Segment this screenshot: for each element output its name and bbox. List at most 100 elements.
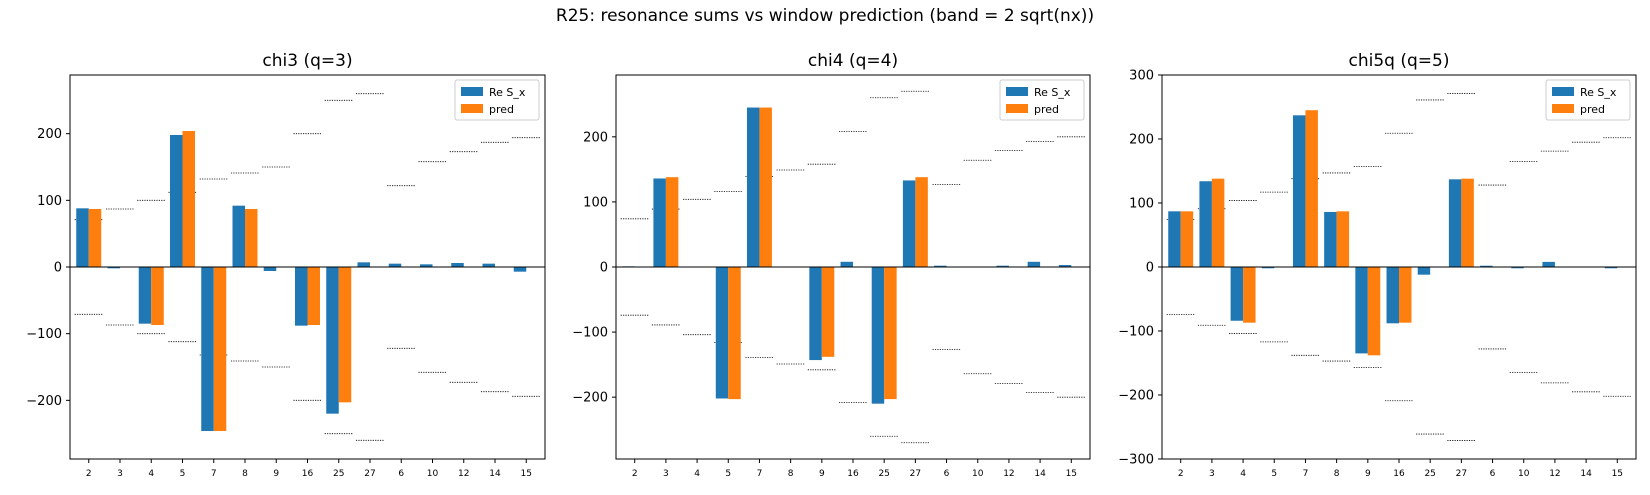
y-tick-label: −200 (1118, 389, 1154, 404)
x-tick-label: 7 (1303, 469, 1309, 479)
y-tick-label: 200 (583, 130, 608, 145)
legend-swatch-re (461, 87, 483, 96)
bar-re-sx (170, 135, 183, 267)
bar-re-sx (1168, 211, 1181, 267)
bar-re-sx (1058, 265, 1072, 267)
bar-pred (151, 267, 164, 325)
legend-label-re: Re S_x (489, 86, 526, 99)
bar-re-sx (1355, 267, 1368, 354)
y-tick-label: −100 (572, 326, 608, 341)
x-tick-label: 6 (398, 469, 404, 479)
bar-re-sx (1448, 179, 1462, 267)
legend-label-re: Re S_x (1580, 86, 1617, 99)
chart-panel-1: chi3 (q=3) −200 −100 0 100 200 2 3 4 5 7 8 9 16 25 27 6 1… (26, 51, 546, 479)
bar-re-sx (1386, 267, 1399, 324)
x-tick-label: 10 (1518, 469, 1530, 479)
bar-re-sx (357, 262, 370, 267)
bar-re-sx (232, 205, 245, 267)
bar-re-sx (138, 267, 152, 324)
y-tick-label: 200 (37, 127, 62, 142)
bar-re-sx (809, 267, 822, 361)
bar-re-sx (263, 267, 277, 271)
bar-re-sx (1542, 261, 1555, 267)
x-tick-label: 3 (663, 469, 669, 479)
bar-re-sx (1511, 267, 1524, 269)
legend-swatch-pred (1552, 104, 1574, 113)
y-tick-label: −300 (1118, 453, 1154, 468)
x-tick-label: 2 (632, 469, 638, 479)
legend-swatch-pred (1006, 104, 1028, 113)
x-tick-label: 27 (1456, 469, 1467, 479)
y-tick-label: −100 (26, 327, 62, 342)
bar-re-sx (76, 208, 89, 267)
panel-title: chi4 (q=4) (808, 51, 898, 71)
bar-re-sx (420, 264, 433, 267)
bar-pred (1180, 211, 1194, 267)
x-tick-label: 4 (148, 469, 154, 479)
x-tick-label: 5 (180, 469, 186, 479)
y-tick-label: 200 (1129, 133, 1154, 148)
bar-re-sx (1199, 181, 1212, 267)
x-tick-label: 5 (1271, 469, 1277, 479)
bar-pred (182, 131, 195, 267)
x-tick-label: 15 (1066, 469, 1077, 479)
legend-label-re: Re S_x (1034, 86, 1071, 99)
panel-title: chi3 (q=3) (262, 51, 352, 71)
bar-pred (915, 177, 928, 267)
x-tick-label: 2 (1178, 469, 1184, 479)
y-tick-label: 100 (583, 195, 608, 210)
x-tick-label: 27 (364, 469, 375, 479)
x-tick-label: 14 (1034, 469, 1046, 479)
x-tick-label: 27 (910, 469, 921, 479)
bar-re-sx (1027, 261, 1041, 267)
bar-pred (213, 267, 227, 431)
x-tick-label: 12 (1549, 469, 1560, 479)
bar-pred (759, 107, 772, 267)
panel-title: chi5q (q=5) (1349, 51, 1450, 71)
bar-re-sx (1261, 267, 1275, 269)
bar-re-sx (871, 267, 885, 404)
x-tick-label: 12 (1003, 469, 1014, 479)
bar-re-sx (902, 180, 916, 267)
y-tick-label: −200 (572, 391, 608, 406)
legend-swatch-pred (461, 104, 483, 113)
x-tick-label: 4 (694, 469, 700, 479)
legend-label-pred: pred (1034, 103, 1059, 116)
bar-re-sx (1417, 267, 1431, 275)
bar-pred (88, 209, 102, 267)
bar-re-sx (934, 265, 947, 267)
y-tick-label: 100 (1129, 197, 1154, 212)
legend-label-pred: pred (1580, 103, 1605, 116)
bar-pred (728, 267, 741, 400)
x-tick-label: 10 (427, 469, 439, 479)
x-tick-label: 14 (489, 469, 501, 479)
x-tick-label: 5 (725, 469, 731, 479)
bar-re-sx (107, 267, 120, 269)
y-tick-label: 0 (1146, 261, 1154, 276)
bar-re-sx (513, 267, 527, 272)
legend-swatch-re (1006, 87, 1028, 96)
x-tick-label: 9 (819, 469, 825, 479)
x-tick-label: 25 (1424, 469, 1435, 479)
bar-pred (338, 267, 352, 403)
x-tick-label: 25 (878, 469, 889, 479)
x-tick-label: 10 (972, 469, 984, 479)
x-tick-label: 16 (1393, 469, 1405, 479)
bar-pred (1243, 267, 1256, 323)
bar-pred (821, 267, 835, 357)
bar-re-sx (1292, 115, 1306, 267)
bar-re-sx (746, 107, 760, 267)
legend-label-pred: pred (489, 103, 514, 116)
bar-re-sx (295, 267, 308, 326)
bar-pred (1211, 178, 1225, 267)
x-tick-label: 8 (1334, 469, 1340, 479)
bar-re-sx (1480, 265, 1493, 267)
chart-panel-2: chi4 (q=4) −200 −100 0 100 200 2 3 4 5 7 8 9 16 25 27 6 1… (572, 51, 1091, 479)
bar-re-sx (653, 178, 666, 267)
bar-re-sx (451, 263, 464, 267)
x-tick-label: 15 (1612, 469, 1623, 479)
bar-pred (884, 267, 897, 400)
x-tick-label: 8 (788, 469, 794, 479)
bar-pred (307, 267, 320, 325)
